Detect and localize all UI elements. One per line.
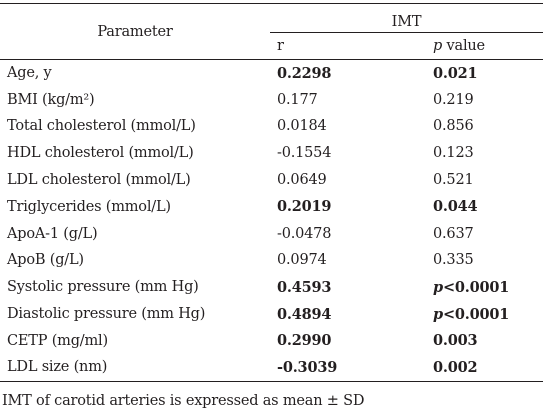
cell-parameter: Age, y xyxy=(7,65,52,82)
header-divider xyxy=(0,59,543,60)
cell-p-value: 0.044 xyxy=(428,193,543,220)
header-parameter: Parameter xyxy=(97,23,173,40)
cell-p-value: p<0.0001 xyxy=(428,301,543,328)
cell-parameter: Systolic pressure (mm Hg) xyxy=(7,279,199,296)
p-number: 0.021 xyxy=(433,64,478,82)
cell-parameter: HDL cholesterol (mmol/L) xyxy=(7,145,194,162)
table-row: LDL cholesterol (mmol/L) 0.0649 0.521 xyxy=(0,167,543,194)
header-p-rest: value xyxy=(442,38,486,54)
cell-r-value: 0.2298 xyxy=(277,64,332,82)
cell-p-value: 0.002 xyxy=(428,354,543,381)
p-italic: p xyxy=(433,278,443,296)
cell-p-value: 0.003 xyxy=(428,327,543,354)
cell-p-value: p<0.0001 xyxy=(428,274,543,301)
p-italic: p xyxy=(433,305,443,323)
p-number: 0.521 xyxy=(433,172,474,189)
table-row: HDL cholesterol (mmol/L) -0.1554 0.123 xyxy=(0,140,543,167)
p-number: 0.044 xyxy=(433,198,478,216)
cell-r-value: -0.1554 xyxy=(277,145,332,162)
header-imt-group: IMT xyxy=(391,14,422,30)
header-p-value: p value xyxy=(428,32,543,59)
p-number: 0.002 xyxy=(433,358,478,376)
cell-r-value: 0.2990 xyxy=(277,332,332,350)
p-number: 0.856 xyxy=(433,118,474,135)
cell-p-value: 0.521 xyxy=(428,167,543,194)
p-number: 0.637 xyxy=(433,225,474,242)
table-row: Systolic pressure (mm Hg) 0.4593 p<0.0001 xyxy=(0,274,543,301)
cell-r-value: -0.0478 xyxy=(277,225,332,242)
table-row: LDL size (nm) -0.3039 0.002 xyxy=(0,354,543,382)
header-p-italic: p xyxy=(433,38,443,54)
cell-p-value: 0.021 xyxy=(428,60,543,87)
cell-parameter: BMI (kg/m²) xyxy=(7,91,95,108)
correlation-table: Parameter IMT r p value Age, y 0.2298 0.02… xyxy=(0,3,543,382)
p-number: 0.003 xyxy=(433,332,478,350)
table-row: BMI (kg/m²) 0.177 0.219 xyxy=(0,86,543,113)
cell-r-value: 0.2019 xyxy=(277,198,332,216)
p-number: <0.0001 xyxy=(442,305,510,323)
cell-parameter: ApoA-1 (g/L) xyxy=(7,225,98,242)
cell-p-value: 0.123 xyxy=(428,140,543,167)
cell-r-value: 0.0649 xyxy=(277,172,327,189)
p-number: 0.219 xyxy=(433,91,474,108)
table-body: Age, y 0.2298 0.021 BMI (kg/m²) 0.177 0.219 To… xyxy=(0,60,543,382)
table-header: Parameter IMT r p value xyxy=(0,3,543,60)
cell-parameter: LDL size (nm) xyxy=(7,359,108,376)
table-row: Age, y 0.2298 0.021 xyxy=(0,60,543,87)
cell-r-value: 0.4894 xyxy=(277,305,332,323)
cell-p-value: 0.219 xyxy=(428,86,543,113)
cell-parameter: Diastolic pressure (mm Hg) xyxy=(7,306,206,323)
table-row: Total cholesterol (mmol/L) 0.0184 0.856 xyxy=(0,113,543,140)
p-number: <0.0001 xyxy=(442,278,510,296)
cell-parameter: Triglycerides (mmol/L) xyxy=(7,198,171,215)
p-number: 0.335 xyxy=(433,252,474,269)
cell-r-value: 0.0974 xyxy=(277,252,327,269)
cell-p-value: 0.637 xyxy=(428,220,543,247)
table-row: ApoA-1 (g/L) -0.0478 0.637 xyxy=(0,220,543,247)
cell-parameter: ApoB (g/L) xyxy=(7,252,84,269)
table-footnote: IMT of carotid arteries is expressed as … xyxy=(2,393,365,409)
table-row: Triglycerides (mmol/L) 0.2019 0.044 xyxy=(0,193,543,220)
cell-parameter: Total cholesterol (mmol/L) xyxy=(7,118,196,135)
cell-p-value: 0.335 xyxy=(428,247,543,274)
table-row: ApoB (g/L) 0.0974 0.335 xyxy=(0,247,543,274)
table-row: Diastolic pressure (mm Hg) 0.4894 p<0.0001 xyxy=(0,301,543,328)
cell-r-value: -0.3039 xyxy=(277,358,338,376)
correlation-table-container: Parameter IMT r p value Age, y 0.2298 0.02… xyxy=(0,3,543,382)
cell-parameter: CETP (mg/ml) xyxy=(7,332,108,349)
table-row: CETP (mg/ml) 0.2990 0.003 xyxy=(0,327,543,354)
header-r: r xyxy=(270,32,428,59)
cell-r-value: 0.4593 xyxy=(277,278,332,296)
cell-p-value: 0.856 xyxy=(428,113,543,140)
cell-r-value: 0.177 xyxy=(277,91,318,108)
cell-parameter: LDL cholesterol (mmol/L) xyxy=(7,172,191,189)
cell-r-value: 0.0184 xyxy=(277,118,327,135)
p-number: 0.123 xyxy=(433,145,474,162)
